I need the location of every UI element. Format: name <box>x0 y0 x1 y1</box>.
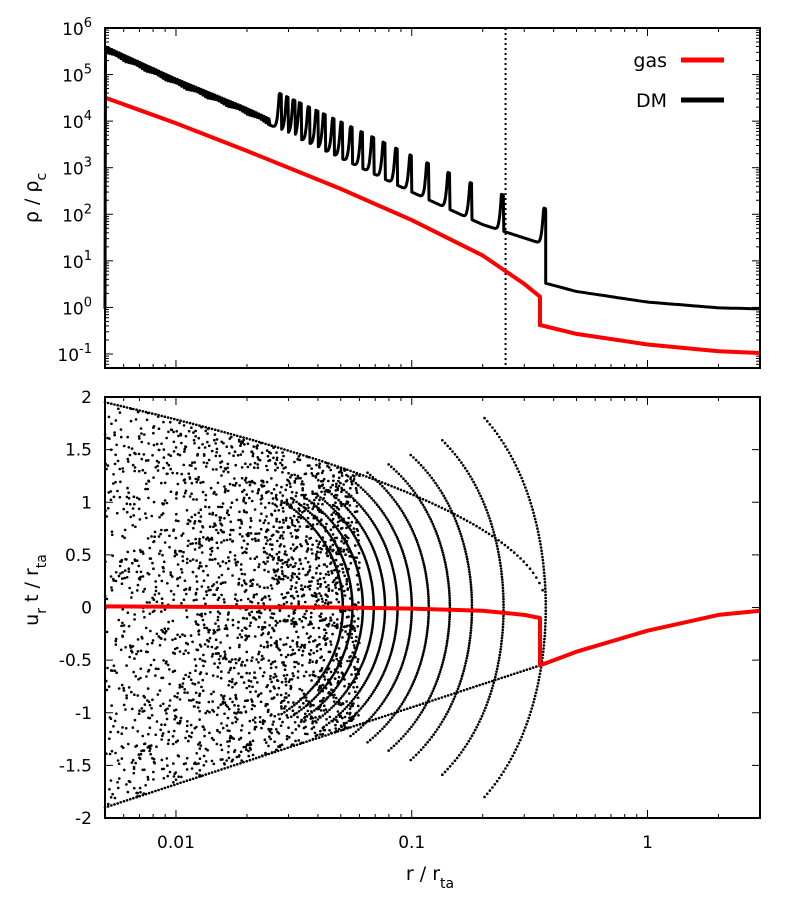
bottom-y-tick-label: 1.5 <box>65 441 92 461</box>
bottom-x-tick-label: 0.1 <box>398 833 425 853</box>
bottom-velocity-panel: 2 1.5 1 0.5 0 -0.5 -1 -1.5 -2 0.01 0.1 1 ur t / rt… <box>21 388 761 892</box>
top-density-panel: 10-1 100 101 102 103 104 105 106 ρ / ρc gas DM <box>21 16 761 369</box>
bottom-y-tick-label: -2 <box>75 809 92 829</box>
top-y-tick-label: 103 <box>62 156 92 180</box>
bottom-y-tick-label: 1 <box>81 493 92 513</box>
bottom-y-tick-label: 2 <box>81 388 92 408</box>
top-plot-frame <box>104 27 761 369</box>
bottom-y-tick-label: 0 <box>81 599 92 619</box>
top-data <box>103 28 761 368</box>
top-y-tick-label: 101 <box>62 249 92 273</box>
top-y-tick-label: 100 <box>62 295 92 319</box>
top-y-tick-labels: 10-1 100 101 102 103 104 105 106 <box>57 16 92 366</box>
dm-density-line <box>103 45 761 311</box>
top-y-tick-label: 106 <box>62 16 92 40</box>
legend-label-dm: DM <box>636 90 667 112</box>
bottom-y-tick-labels: 2 1.5 1 0.5 0 -0.5 -1 -1.5 -2 <box>59 388 92 829</box>
bottom-x-tick-label: 1 <box>642 833 653 853</box>
top-y-tick-label: 10-1 <box>57 342 92 366</box>
bottom-y-tick-label: 0.5 <box>65 546 92 566</box>
bottom-x-axis-label: r / rta <box>406 863 454 892</box>
bottom-data <box>103 401 761 809</box>
bottom-x-tick-labels: 0.01 0.1 1 <box>157 833 653 853</box>
gas-density-line <box>104 95 761 355</box>
top-y-tick-label: 102 <box>62 202 92 226</box>
dm-phase-space-points <box>103 401 548 809</box>
top-y-axis-label: ρ / ρc <box>21 173 50 223</box>
bottom-y-tick-label: -1.5 <box>59 756 92 776</box>
bottom-y-axis-label: ur t / rta <box>21 554 50 626</box>
top-y-tick-label: 105 <box>62 63 92 87</box>
bottom-y-tick-label: -0.5 <box>59 651 92 671</box>
legend: gas DM <box>633 50 724 112</box>
bottom-y-tick-label: -1 <box>75 704 92 724</box>
bottom-x-tick-label: 0.01 <box>157 833 195 853</box>
bottom-plot-frame <box>104 396 761 819</box>
legend-label-gas: gas <box>633 50 667 72</box>
top-y-tick-label: 104 <box>62 109 92 133</box>
top-ticks <box>104 27 761 369</box>
gas-velocity-line <box>104 604 761 668</box>
